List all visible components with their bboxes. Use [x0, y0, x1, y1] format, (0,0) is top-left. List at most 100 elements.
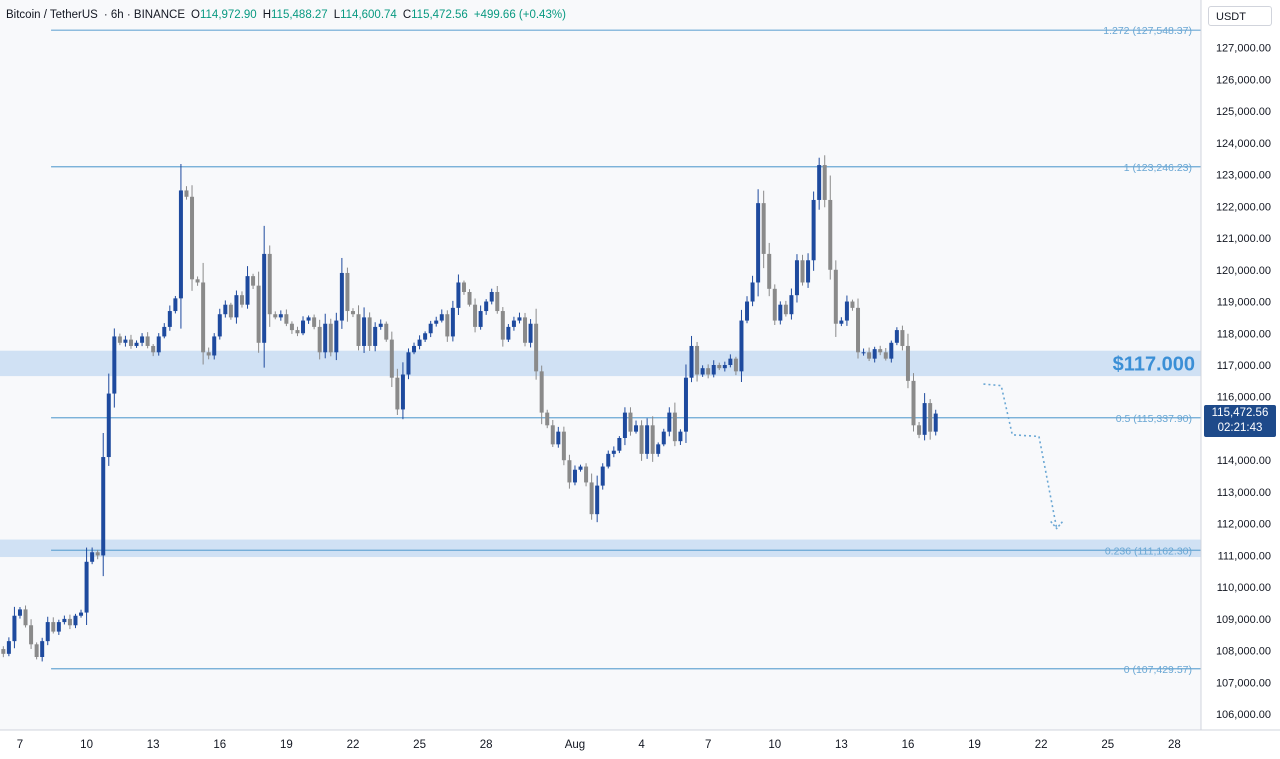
candle-body: [572, 469, 577, 483]
close-label: C: [402, 9, 412, 21]
candle-body: [894, 330, 899, 343]
candle-body: [273, 314, 278, 318]
candle-body: [545, 412, 550, 426]
fib-level-label: 0.236 (111,162.30): [1105, 545, 1192, 557]
candle-body: [450, 307, 455, 337]
time-tick-label: 19: [280, 739, 293, 751]
price-tick-label: 114,000.00: [1217, 455, 1271, 467]
candle-body: [373, 326, 378, 346]
price-tick-label: 107,000.00: [1216, 677, 1271, 689]
candle-body: [811, 199, 816, 261]
candle-body: [95, 552, 100, 556]
candle-body: [578, 466, 583, 470]
candle-body: [733, 358, 738, 372]
candle-body: [267, 253, 272, 315]
candle-body: [739, 320, 744, 372]
candle-body: [667, 412, 672, 432]
candle-body: [128, 339, 133, 346]
symbol-name[interactable]: Bitcoin / TetherUS: [6, 9, 98, 21]
candle-body: [700, 368, 705, 375]
candle-body: [706, 368, 711, 375]
candle-body: [883, 352, 888, 359]
candle-body: [173, 298, 178, 312]
time-tick-label: 16: [213, 739, 226, 751]
candle-body: [722, 365, 727, 369]
candle-body: [362, 317, 367, 346]
low-label: L: [333, 9, 341, 21]
candle-body: [478, 311, 483, 327]
currency-selector[interactable]: USDT: [1208, 6, 1272, 26]
candle-body: [228, 304, 233, 318]
candle-body: [761, 203, 766, 254]
time-axis-bg: [0, 730, 1280, 759]
time-tick-label: 7: [17, 739, 23, 751]
time-tick-label: 22: [347, 739, 360, 751]
candle-body: [289, 323, 294, 331]
candle-body: [928, 403, 933, 432]
candle-body: [828, 199, 833, 270]
candle-body: [90, 552, 95, 562]
price-tick-label: 117,000.00: [1217, 360, 1271, 372]
candle-body: [617, 438, 622, 451]
candle-body: [523, 317, 528, 343]
candle-body: [911, 380, 916, 426]
candle-body: [428, 323, 433, 334]
candle-body: [389, 339, 394, 378]
candle-body: [833, 269, 838, 324]
candle-body: [184, 190, 189, 197]
candle-body: [817, 165, 822, 200]
candle-body: [101, 457, 106, 556]
price-tick-label: 124,000.00: [1216, 138, 1271, 150]
price-tick-label: 112,000.00: [1217, 519, 1271, 531]
candle-body: [123, 339, 128, 343]
interval-label[interactable]: 6h: [110, 9, 124, 21]
candle-body: [717, 365, 722, 369]
candle-body: [145, 336, 150, 346]
price-tick-label: 121,000.00: [1216, 233, 1271, 245]
candle-body: [517, 317, 522, 321]
candle-body: [489, 292, 494, 302]
fib-level-label: 1.272 (127,548.37): [1103, 25, 1192, 37]
candle-body: [878, 349, 883, 353]
price-tick-label: 122,000.00: [1216, 201, 1271, 213]
candle-body: [672, 412, 677, 442]
candle-body: [67, 618, 72, 626]
candle-body: [783, 304, 788, 315]
candle-body: [772, 288, 777, 321]
candle-body: [500, 311, 505, 340]
candle-body: [767, 253, 772, 289]
price-tick-label: 120,000.00: [1216, 265, 1271, 277]
candle-body: [206, 352, 211, 356]
candle-body: [217, 314, 222, 337]
candle-body: [645, 425, 650, 454]
candle-body: [29, 625, 34, 645]
candle-body: [528, 323, 533, 343]
support-zone: [0, 539, 1201, 558]
candle-body: [51, 622, 56, 632]
projection-path: [983, 383, 1058, 529]
price-tick-label: 126,000.00: [1216, 74, 1271, 86]
time-tick-label: 28: [480, 739, 493, 751]
time-tick-label: 16: [902, 739, 915, 751]
candle-body: [778, 304, 783, 321]
candle-body: [584, 466, 589, 483]
price-tick-label: 108,000.00: [1216, 646, 1271, 658]
high-value: 115,488.27: [271, 9, 328, 21]
candle-body: [917, 425, 922, 435]
time-tick-label: 25: [1101, 739, 1114, 751]
candle-body: [295, 330, 300, 334]
time-tick-label: 25: [413, 739, 426, 751]
candle-body: [728, 358, 733, 365]
candle-body: [306, 317, 311, 321]
time-tick-label: 7: [705, 739, 711, 751]
price-axis-bg: [1201, 0, 1280, 759]
candle-body: [711, 365, 716, 375]
candle-body: [439, 314, 444, 321]
candle-body: [79, 612, 84, 616]
fib-level-label: 0 (107,429.57): [1124, 664, 1192, 676]
price-tick-label: 109,000.00: [1216, 614, 1271, 626]
candle-body: [484, 301, 489, 312]
candle-body: [650, 425, 655, 454]
